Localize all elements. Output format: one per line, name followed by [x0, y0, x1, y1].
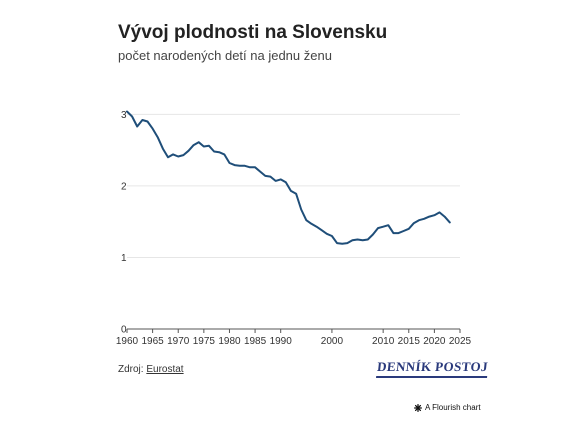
x-tick-label-1965: 1965 — [141, 336, 164, 347]
flourish-label: A Flourish chart — [425, 403, 481, 412]
flourish-star-icon — [414, 403, 422, 412]
x-tick-label-1980: 1980 — [218, 336, 241, 347]
y-tick-label-3: 3 — [121, 110, 127, 121]
x-tick-label-1985: 1985 — [244, 336, 267, 347]
series-group — [126, 110, 451, 245]
x-tick-label-2025: 2025 — [449, 336, 472, 347]
x-tick-label-1975: 1975 — [193, 336, 216, 347]
y-tick-label-1: 1 — [121, 253, 127, 264]
y-tick-label-0: 0 — [121, 325, 127, 336]
x-tick-label-2010: 2010 — [372, 336, 395, 347]
source-prefix: Zdroj: — [118, 364, 147, 375]
x-tick-label-2020: 2020 — [423, 336, 446, 347]
x-tick-label-2015: 2015 — [398, 336, 421, 347]
x-tick-label-1960: 1960 — [116, 336, 139, 347]
x-tick-label-1990: 1990 — [270, 336, 293, 347]
dennik-postoj-logo: DENNÍK POSTOJ — [376, 359, 489, 378]
series-line-0 — [126, 110, 451, 245]
y-tick-label-2: 2 — [121, 181, 127, 192]
x-tick-label-2000: 2000 — [321, 336, 344, 347]
flourish-credit-link[interactable]: A Flourish chart — [414, 403, 481, 412]
source-link-eurostat[interactable]: Eurostat — [146, 364, 184, 375]
chart-subtitle: počet narodených detí na jednu ženu — [118, 48, 332, 63]
x-tick-label-1970: 1970 — [167, 336, 190, 347]
y-axis: 0 1 2 3 — [121, 110, 127, 336]
source-note: Zdroj: Eurostat — [118, 364, 184, 375]
x-axis: 1960 1965 1970 1975 1980 1985 1990 2000 2010 2015… — [116, 328, 472, 347]
chart-title: Vývoj plodnosti na Slovensku — [118, 22, 388, 43]
grid — [127, 113, 460, 258]
